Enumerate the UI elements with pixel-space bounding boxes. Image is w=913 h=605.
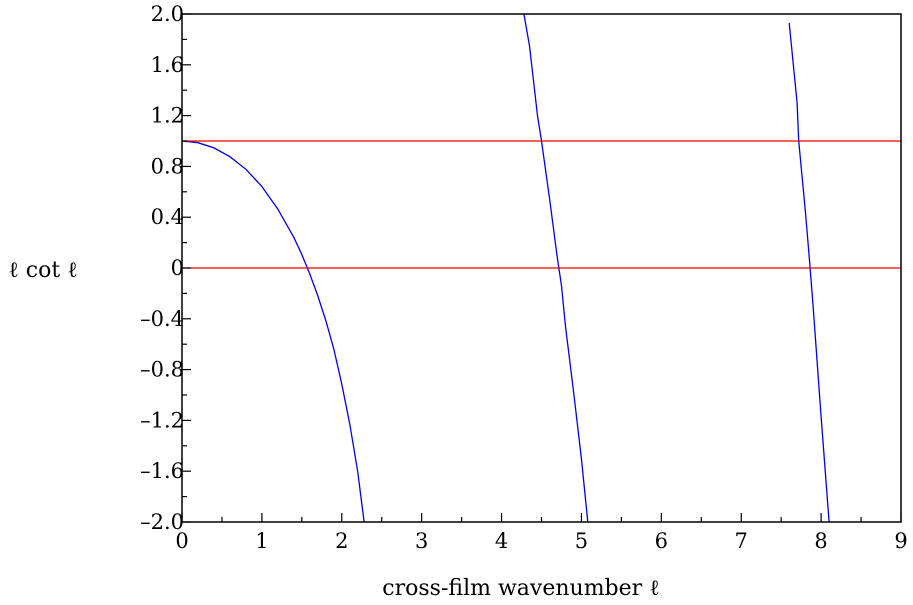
tick-labels: 0 1 2 3 4 5 6 7 8 9 2.0 1.6 1.2 0.8 0.4 0 –0.4 –0.8 –1.2 –1…	[140, 2, 908, 553]
y-tick-label: 0	[171, 256, 184, 280]
x-tick-label: 2	[335, 529, 348, 553]
y-tick-label: –1.6	[140, 459, 184, 483]
y-tick-label: –0.4	[140, 307, 184, 331]
y-tick-label: 2.0	[151, 2, 184, 26]
y-tick-label: –1.2	[140, 408, 184, 432]
x-tick-label: 6	[655, 529, 668, 553]
y-tick-label: –0.8	[140, 358, 184, 382]
plot-lines	[181, 13, 901, 523]
y-axis-label: ℓ cot ℓ	[8, 258, 77, 283]
x-tick-label: 8	[814, 529, 827, 553]
x-tick-label: 9	[894, 529, 907, 553]
x-tick-label: 4	[495, 529, 508, 553]
x-tick-label: 0	[175, 529, 188, 553]
x-tick-label: 3	[415, 529, 428, 553]
y-tick-label: 0.8	[151, 154, 184, 178]
ticks	[181, 13, 902, 523]
y-tick-label: –2.0	[140, 510, 184, 534]
y-tick-label: 1.6	[151, 53, 184, 77]
x-tick-label: 7	[735, 529, 748, 553]
series-0-segment-2	[788, 22, 830, 523]
series-0-segment-0	[181, 140, 365, 523]
x-axis-label: cross-film wavenumber ℓ	[382, 576, 659, 601]
y-tick-label: 1.2	[151, 104, 184, 128]
series-0-segment-1	[523, 13, 589, 523]
y-tick-label: 0.4	[151, 205, 184, 229]
x-tick-label: 5	[575, 529, 588, 553]
x-tick-label: 1	[255, 529, 268, 553]
